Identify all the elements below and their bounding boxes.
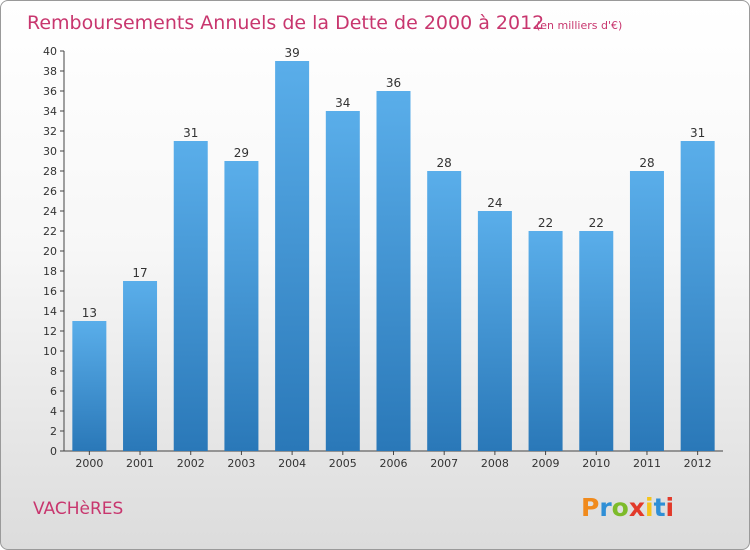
- bar: [680, 141, 715, 451]
- y-tick-label: 36: [43, 85, 57, 98]
- bar: [427, 171, 462, 451]
- bar: [477, 211, 512, 451]
- bar-value-label: 22: [538, 216, 553, 230]
- x-tick-label: 2003: [227, 457, 255, 470]
- y-tick-label: 30: [43, 145, 57, 158]
- bar-value-label: 31: [183, 126, 198, 140]
- y-tick-label: 2: [50, 425, 57, 438]
- commune-name: VACHèRES: [33, 499, 123, 519]
- logo-letter: i: [645, 493, 654, 522]
- bar-value-label: 17: [132, 266, 147, 280]
- y-tick-label: 10: [43, 345, 57, 358]
- y-tick-label: 32: [43, 125, 57, 138]
- bar: [629, 171, 664, 451]
- y-tick-label: 38: [43, 65, 57, 78]
- x-tick-label: 2002: [177, 457, 205, 470]
- y-tick-label: 8: [50, 365, 57, 378]
- bar: [123, 281, 158, 451]
- bar: [579, 231, 614, 451]
- x-tick-label: 2001: [126, 457, 154, 470]
- bar: [275, 61, 310, 451]
- axes: 0246810121416182022242628303234363840200…: [43, 45, 723, 470]
- y-tick-label: 12: [43, 325, 57, 338]
- bars: 13 17 31 29 39 34 36 28 24 22 22 28 31: [72, 46, 715, 451]
- proxiti-logo: Proxiti: [581, 493, 674, 522]
- logo-letter: P: [581, 493, 599, 522]
- bar-value-label: 31: [690, 126, 705, 140]
- logo-letter: x: [629, 493, 645, 522]
- x-tick-label: 2000: [75, 457, 103, 470]
- x-tick-label: 2010: [582, 457, 610, 470]
- bar: [173, 141, 208, 451]
- x-tick-label: 2006: [380, 457, 408, 470]
- y-tick-label: 18: [43, 265, 57, 278]
- bar-value-label: 29: [234, 146, 249, 160]
- bar-value-label: 34: [335, 96, 350, 110]
- y-tick-label: 22: [43, 225, 57, 238]
- y-tick-label: 26: [43, 185, 57, 198]
- bar: [72, 321, 107, 451]
- logo-letter: o: [612, 493, 629, 522]
- y-tick-label: 0: [50, 445, 57, 458]
- x-tick-label: 2005: [329, 457, 357, 470]
- y-tick-label: 16: [43, 285, 57, 298]
- logo-letter: t: [654, 493, 666, 522]
- x-tick-label: 2008: [481, 457, 509, 470]
- y-tick-label: 28: [43, 165, 57, 178]
- bar-value-label: 22: [589, 216, 604, 230]
- bar-value-label: 28: [437, 156, 452, 170]
- bar: [528, 231, 563, 451]
- bar-value-label: 13: [82, 306, 97, 320]
- y-tick-label: 14: [43, 305, 57, 318]
- y-tick-label: 34: [43, 105, 57, 118]
- bar-value-label: 24: [487, 196, 502, 210]
- bar: [224, 161, 259, 451]
- bar: [325, 111, 360, 451]
- x-tick-label: 2012: [684, 457, 712, 470]
- bar-value-label: 36: [386, 76, 401, 90]
- chart-subtitle: (en milliers d'€): [536, 19, 622, 32]
- y-tick-label: 6: [50, 385, 57, 398]
- y-tick-label: 4: [50, 405, 57, 418]
- bar: [376, 91, 411, 451]
- bar-value-label: 39: [284, 46, 299, 60]
- y-tick-label: 20: [43, 245, 57, 258]
- bar-value-label: 28: [639, 156, 654, 170]
- logo-letter: i: [666, 493, 675, 522]
- y-tick-label: 24: [43, 205, 57, 218]
- logo-letter: r: [599, 493, 612, 522]
- x-tick-label: 2004: [278, 457, 306, 470]
- chart-title: Remboursements Annuels de la Dette de 20…: [27, 12, 544, 34]
- x-tick-label: 2011: [633, 457, 661, 470]
- x-tick-label: 2009: [532, 457, 560, 470]
- x-tick-label: 2007: [430, 457, 458, 470]
- y-tick-label: 40: [43, 45, 57, 58]
